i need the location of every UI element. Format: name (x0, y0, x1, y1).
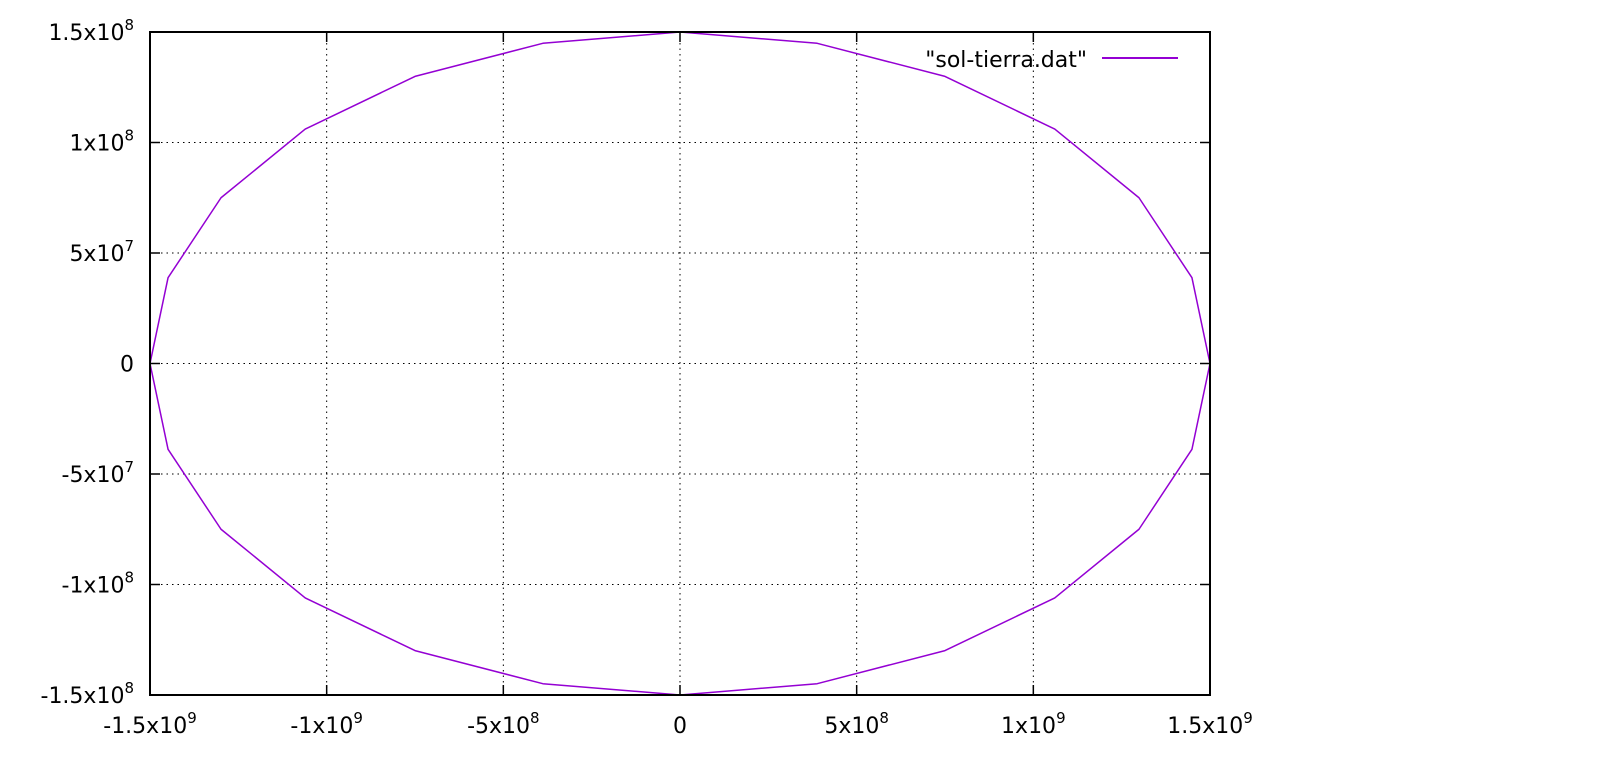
x-tick-exponent: 8 (879, 709, 889, 727)
y-tick-mantissa: -5x10 (62, 463, 125, 488)
x-tick-label: 5x108 (824, 709, 889, 739)
y-tick-exponent: 7 (124, 237, 134, 255)
y-tick-label: 0 (120, 353, 134, 378)
y-tick-exponent: 7 (124, 458, 134, 476)
x-tick-mantissa: 1.5x10 (1167, 714, 1243, 739)
x-tick-mantissa: 0 (673, 714, 687, 739)
y-tick-exponent: 8 (124, 569, 134, 587)
x-tick-exponent: 9 (353, 709, 363, 727)
y-tick-mantissa: 1x10 (69, 132, 124, 157)
y-tick-exponent: 8 (124, 16, 134, 34)
y-tick-mantissa: -1.5x10 (41, 684, 125, 709)
x-tick-exponent: 8 (530, 709, 540, 727)
x-tick-label: -1.5x109 (103, 709, 197, 739)
y-tick-mantissa: -1x10 (62, 574, 125, 599)
x-tick-label: -1x109 (290, 709, 363, 739)
x-tick-exponent: 9 (1056, 709, 1066, 727)
y-tick-label: 1x108 (69, 127, 134, 157)
y-tick-label: 1.5x108 (48, 16, 134, 46)
plot-frame (149, 31, 1211, 696)
y-tick-label: -5x107 (62, 458, 135, 488)
legend: "sol-tierra.dat" (925, 48, 1178, 73)
x-tick-label: -5x108 (467, 709, 540, 739)
y-tick-label: -1.5x108 (41, 679, 135, 709)
x-tick-mantissa: 5x10 (824, 714, 879, 739)
legend-label: "sol-tierra.dat" (925, 48, 1087, 73)
y-tick-mantissa: 0 (120, 353, 134, 378)
y-tick-exponent: 8 (124, 127, 134, 145)
x-tick-exponent: 9 (187, 709, 197, 727)
y-tick-mantissa: 1.5x10 (48, 21, 124, 46)
x-tick-label: 1.5x109 (1167, 709, 1253, 739)
x-tick-label: 0 (673, 714, 687, 739)
y-tick-label: 5x107 (69, 237, 134, 267)
x-tick-mantissa: -1x10 (290, 714, 353, 739)
x-tick-labels: -1.5x109 -1x109 -5x108 0 5x108 1x109 1.5x109 (103, 709, 1253, 739)
x-tick-exponent: 9 (1243, 709, 1253, 727)
y-tick-label: -1x108 (62, 569, 135, 599)
y-tick-exponent: 8 (124, 679, 134, 697)
x-tick-mantissa: -5x10 (467, 714, 530, 739)
x-tick-label: 1x109 (1001, 709, 1066, 739)
x-tick-mantissa: -1.5x10 (103, 714, 187, 739)
x-tick-mantissa: 1x10 (1001, 714, 1056, 739)
y-tick-mantissa: 5x10 (69, 242, 124, 267)
grid-lines (150, 32, 1210, 695)
